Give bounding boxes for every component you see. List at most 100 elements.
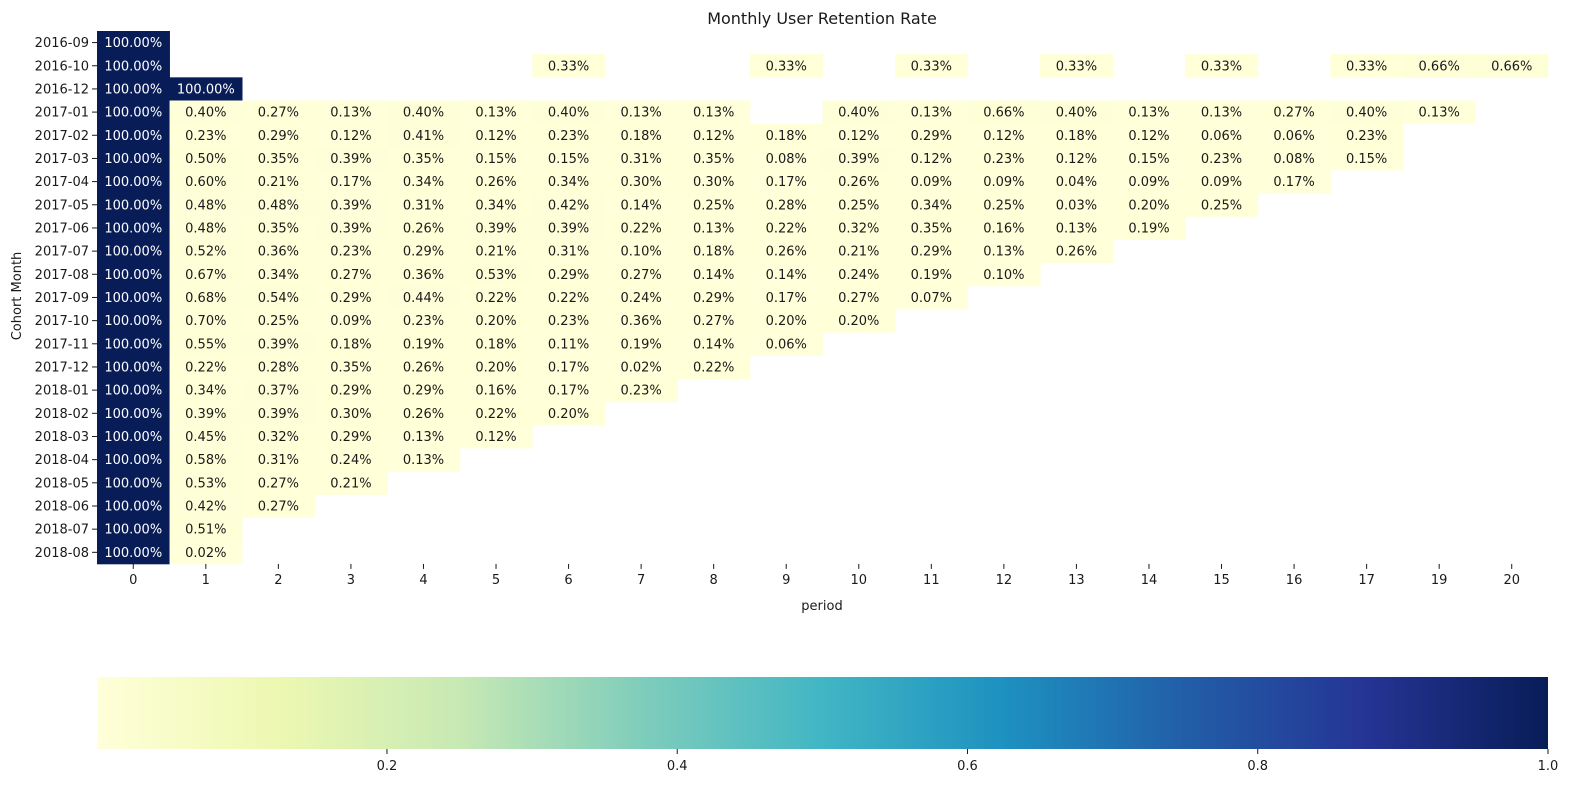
cell-value-label: 0.23%: [548, 129, 589, 144]
heatmap-cell: [532, 100, 606, 125]
cell-value-label: 0.42%: [185, 499, 226, 514]
heatmap-cell: [1040, 100, 1114, 125]
heatmap-cell: [314, 216, 388, 240]
y-axis-label: Cohort Month: [10, 252, 25, 341]
cell-value-label: 0.18%: [475, 337, 516, 352]
heatmap-cell: [967, 170, 1041, 194]
x-tick-label: 0: [129, 573, 137, 588]
heatmap-cell: [604, 309, 678, 333]
heatmap-cell: [1185, 100, 1259, 125]
heatmap-cell: [895, 54, 968, 78]
cell-value-label: 0.67%: [185, 268, 226, 283]
cell-value-label: 0.34%: [403, 175, 444, 190]
cell-value-label: 0.07%: [911, 291, 952, 306]
heatmap-cell: [1257, 100, 1331, 125]
y-tick-label: 2017-01: [35, 106, 89, 121]
cell-value-label: 100.00%: [104, 59, 162, 74]
cell-value-label: 0.39%: [330, 198, 371, 213]
x-tick-label: 3: [347, 573, 355, 588]
cell-value-label: 0.51%: [185, 523, 226, 538]
heatmap-cell: [97, 239, 170, 264]
heatmap-cell: [387, 239, 461, 264]
cell-value-label: 0.30%: [620, 175, 661, 190]
cell-value-label: 0.13%: [475, 106, 516, 121]
heatmap-cell: [677, 309, 751, 333]
heatmap-cell: [169, 355, 243, 379]
cell-value-label: 0.12%: [475, 129, 516, 144]
heatmap-cell: [97, 100, 170, 125]
colorbar-tick-label: 1.0: [1538, 759, 1559, 774]
cell-value-label: 0.34%: [548, 175, 589, 190]
x-tick-label: 7: [637, 573, 645, 588]
cell-value-label: 100.00%: [177, 82, 235, 97]
heatmap-cell: [604, 262, 678, 287]
x-tick-label: 12: [996, 573, 1013, 588]
heatmap-cell: [604, 285, 678, 310]
cell-value-label: 0.22%: [475, 407, 516, 422]
cell-value-label: 0.23%: [548, 314, 589, 329]
cell-value-label: 0.27%: [620, 268, 661, 283]
heatmap-cell: [169, 239, 243, 264]
cell-value-label: 0.68%: [185, 291, 226, 306]
heatmap-cell: [387, 146, 461, 171]
cell-value-label: 0.26%: [766, 245, 807, 260]
cell-value-label: 0.29%: [911, 129, 952, 144]
heatmap-cell: [314, 170, 388, 194]
cell-value-label: 100.00%: [104, 546, 162, 561]
heatmap-cell: [97, 401, 170, 426]
heatmap-cell: [604, 100, 678, 125]
heatmap-cell: [604, 355, 678, 379]
cell-value-label: 0.31%: [620, 152, 661, 167]
heatmap-cell: [169, 216, 243, 240]
cell-value-label: 0.34%: [258, 268, 299, 283]
heatmap-cell: [387, 262, 461, 287]
heatmap-cell: [387, 170, 461, 194]
cell-value-label: 0.22%: [766, 221, 807, 236]
y-tick-label: 2017-10: [35, 314, 89, 329]
cell-value-label: 0.19%: [403, 337, 444, 352]
heatmap-cell: [387, 123, 461, 148]
cell-value-label: 100.00%: [104, 430, 162, 445]
heatmap-cell: [242, 239, 316, 264]
heatmap-cell: [459, 309, 533, 333]
cell-value-label: 0.23%: [330, 245, 371, 260]
heatmap-cell: [459, 193, 533, 217]
heatmap-cell: [314, 285, 388, 310]
cell-value-label: 0.27%: [258, 106, 299, 121]
heatmap-cell: [242, 332, 316, 356]
cell-value-label: 0.39%: [548, 221, 589, 236]
cell-value-label: 0.35%: [911, 221, 952, 236]
heatmap-cell: [459, 216, 533, 240]
cell-value-label: 100.00%: [104, 476, 162, 491]
heatmap-cell: [1330, 54, 1404, 78]
y-tick-label: 2017-11: [35, 337, 89, 352]
heatmap-cell: [895, 123, 968, 148]
heatmap-cell: [822, 193, 896, 217]
cell-value-label: 100.00%: [104, 152, 162, 167]
heatmap-cell: [604, 123, 678, 148]
heatmap-cell: [1330, 123, 1404, 148]
cell-value-label: 0.42%: [548, 198, 589, 213]
cell-value-label: 0.21%: [475, 245, 516, 260]
cell-value-label: 0.26%: [838, 175, 879, 190]
y-tick-label: 2018-08: [35, 546, 89, 561]
cell-value-label: 0.08%: [766, 152, 807, 167]
cell-value-label: 0.18%: [620, 129, 661, 144]
heatmap-cell: [314, 100, 388, 125]
cell-value-label: 0.25%: [258, 314, 299, 329]
cell-value-label: 0.20%: [766, 314, 807, 329]
cell-value-label: 0.13%: [693, 106, 734, 121]
cell-value-label: 0.02%: [185, 546, 226, 561]
cell-value-label: 100.00%: [104, 175, 162, 190]
heatmap-cell: [967, 262, 1041, 287]
cell-value-label: 0.27%: [258, 476, 299, 491]
heatmap-cell: [459, 332, 533, 356]
y-tick-label: 2018-03: [35, 430, 89, 445]
x-tick-label: 8: [710, 573, 718, 588]
cell-value-label: 0.23%: [403, 314, 444, 329]
heatmap-cell: [459, 170, 533, 194]
heatmap-cell: [1257, 170, 1331, 194]
cell-value-label: 0.22%: [475, 291, 516, 306]
heatmap-cell: [97, 31, 170, 55]
heatmap-cell: [895, 193, 968, 217]
